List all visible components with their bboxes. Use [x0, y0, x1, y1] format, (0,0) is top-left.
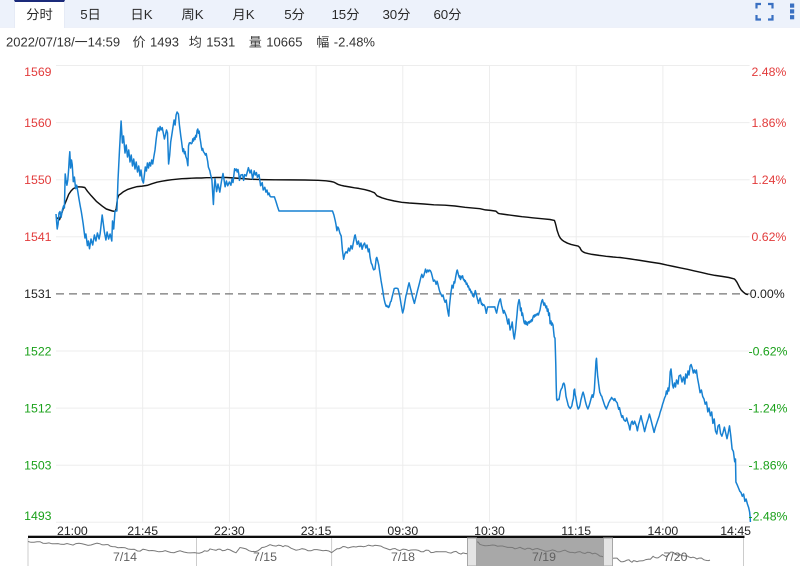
- svg-text:1522: 1522: [24, 344, 52, 358]
- svg-text:-2.48%: -2.48%: [749, 510, 788, 524]
- svg-text:1531: 1531: [206, 35, 235, 50]
- svg-text:1493: 1493: [150, 35, 179, 50]
- svg-text:1.24%: 1.24%: [752, 173, 787, 187]
- svg-text:-1.86%: -1.86%: [749, 459, 788, 473]
- svg-text:2022/07/18/: 2022/07/18/: [6, 35, 75, 50]
- svg-text:22:30: 22:30: [214, 524, 245, 538]
- svg-text:K: K: [246, 7, 255, 22]
- svg-text:0.00%: 0.00%: [750, 287, 785, 301]
- svg-text:5: 5: [339, 7, 346, 22]
- svg-text:-1.24%: -1.24%: [749, 401, 788, 415]
- svg-text:1550: 1550: [24, 173, 52, 187]
- svg-text:K: K: [195, 7, 204, 22]
- svg-text:1503: 1503: [24, 459, 52, 473]
- svg-text:7/18: 7/18: [391, 550, 415, 564]
- svg-text:0: 0: [390, 7, 397, 22]
- svg-text:-2.48%: -2.48%: [334, 35, 376, 50]
- svg-text:1560: 1560: [24, 116, 52, 130]
- svg-text:1512: 1512: [24, 401, 52, 415]
- svg-text:23:15: 23:15: [301, 524, 332, 538]
- svg-text:10:30: 10:30: [474, 524, 505, 538]
- svg-text:14:45: 14:45: [720, 524, 751, 538]
- svg-text:7/15: 7/15: [253, 550, 277, 564]
- svg-text:1541: 1541: [24, 230, 52, 244]
- svg-text:1493: 1493: [24, 509, 52, 523]
- svg-text:0: 0: [441, 7, 448, 22]
- svg-text:1531: 1531: [24, 287, 52, 301]
- svg-text:0.62%: 0.62%: [752, 230, 787, 244]
- svg-text:1.86%: 1.86%: [752, 116, 787, 130]
- svg-text:7/14: 7/14: [113, 550, 137, 564]
- svg-text:-0.62%: -0.62%: [749, 344, 788, 358]
- svg-text:21:00: 21:00: [57, 524, 88, 538]
- svg-text:14:59: 14:59: [88, 35, 121, 50]
- svg-text:11:15: 11:15: [561, 524, 591, 538]
- svg-text:6: 6: [434, 7, 441, 22]
- svg-text:K: K: [144, 7, 153, 22]
- svg-text:7/19: 7/19: [532, 550, 556, 564]
- svg-text:5: 5: [284, 7, 291, 22]
- svg-text:21:45: 21:45: [127, 524, 158, 538]
- svg-text:1569: 1569: [24, 65, 52, 79]
- svg-text:3: 3: [383, 7, 390, 22]
- svg-text:2.48%: 2.48%: [752, 65, 787, 79]
- svg-text:09:30: 09:30: [387, 524, 418, 538]
- svg-text:7/20: 7/20: [664, 550, 688, 564]
- svg-text:5: 5: [80, 7, 87, 22]
- svg-text:14:00: 14:00: [648, 524, 679, 538]
- svg-text:10665: 10665: [266, 35, 302, 50]
- svg-text:1: 1: [332, 7, 339, 22]
